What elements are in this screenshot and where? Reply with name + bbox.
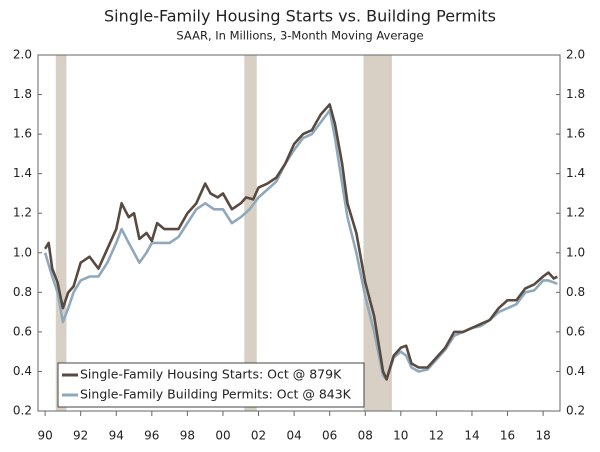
y2-tick-label: 0.4 bbox=[566, 364, 585, 378]
x-tick-label: 92 bbox=[73, 429, 88, 443]
y-tick-label: 1.2 bbox=[13, 206, 32, 220]
x-tick-label: 98 bbox=[180, 429, 195, 443]
shaded-period bbox=[244, 55, 257, 411]
y-tick-label: 0.2 bbox=[13, 404, 32, 418]
y-tick-label: 1.6 bbox=[13, 127, 32, 141]
y-tick-label: 0.6 bbox=[13, 324, 32, 338]
y2-tick-label: 1.4 bbox=[566, 166, 585, 180]
y-tick-label: 0.4 bbox=[13, 364, 32, 378]
shaded-period bbox=[55, 55, 67, 411]
y2-tick-label: 2.0 bbox=[566, 48, 585, 62]
x-tick-label: 14 bbox=[464, 429, 479, 443]
legend-label: Single-Family Housing Starts: Oct @ 879K bbox=[80, 367, 342, 382]
x-tick-label: 04 bbox=[286, 429, 301, 443]
x-tick-label: 94 bbox=[109, 429, 124, 443]
x-tick-label: 96 bbox=[144, 429, 159, 443]
x-tick-label: 06 bbox=[322, 429, 337, 443]
chart-title: Single-Family Housing Starts vs. Buildin… bbox=[104, 7, 496, 26]
series-line bbox=[43, 103, 558, 381]
x-tick-label: 08 bbox=[358, 429, 373, 443]
legend-box bbox=[57, 362, 365, 408]
x-tick-label: 00 bbox=[215, 429, 230, 443]
y2-tick-label: 1.6 bbox=[566, 127, 585, 141]
x-tick-label: 90 bbox=[37, 429, 52, 443]
y-tick-label: 1.8 bbox=[13, 87, 32, 101]
y-tick-label: 1.4 bbox=[13, 166, 32, 180]
plot-frame bbox=[37, 54, 561, 412]
x-tick-label: 18 bbox=[535, 429, 550, 443]
chart-subtitle: SAAR, In Millions, 3-Month Moving Averag… bbox=[176, 29, 423, 43]
y-tick-label: 0.8 bbox=[13, 285, 32, 299]
y2-tick-label: 1.0 bbox=[566, 245, 585, 259]
series-line bbox=[43, 109, 558, 381]
shaded-period bbox=[363, 55, 392, 411]
y2-tick-label: 0.8 bbox=[566, 285, 585, 299]
x-tick-label: 10 bbox=[393, 429, 408, 443]
legend-label: Single-Family Building Permits: Oct @ 84… bbox=[80, 387, 352, 402]
y-tick-label: 1.0 bbox=[13, 245, 32, 259]
x-tick-label: 16 bbox=[500, 429, 515, 443]
x-tick-label: 02 bbox=[251, 429, 266, 443]
y-tick-label: 2.0 bbox=[13, 48, 32, 62]
y2-tick-label: 1.8 bbox=[566, 87, 585, 101]
x-tick-label: 12 bbox=[429, 429, 444, 443]
legend: Single-Family Housing Starts: Oct @ 879K… bbox=[57, 362, 365, 408]
y2-tick-label: 1.2 bbox=[566, 206, 585, 220]
y2-tick-label: 0.6 bbox=[566, 324, 585, 338]
y2-tick-label: 0.2 bbox=[566, 404, 585, 418]
